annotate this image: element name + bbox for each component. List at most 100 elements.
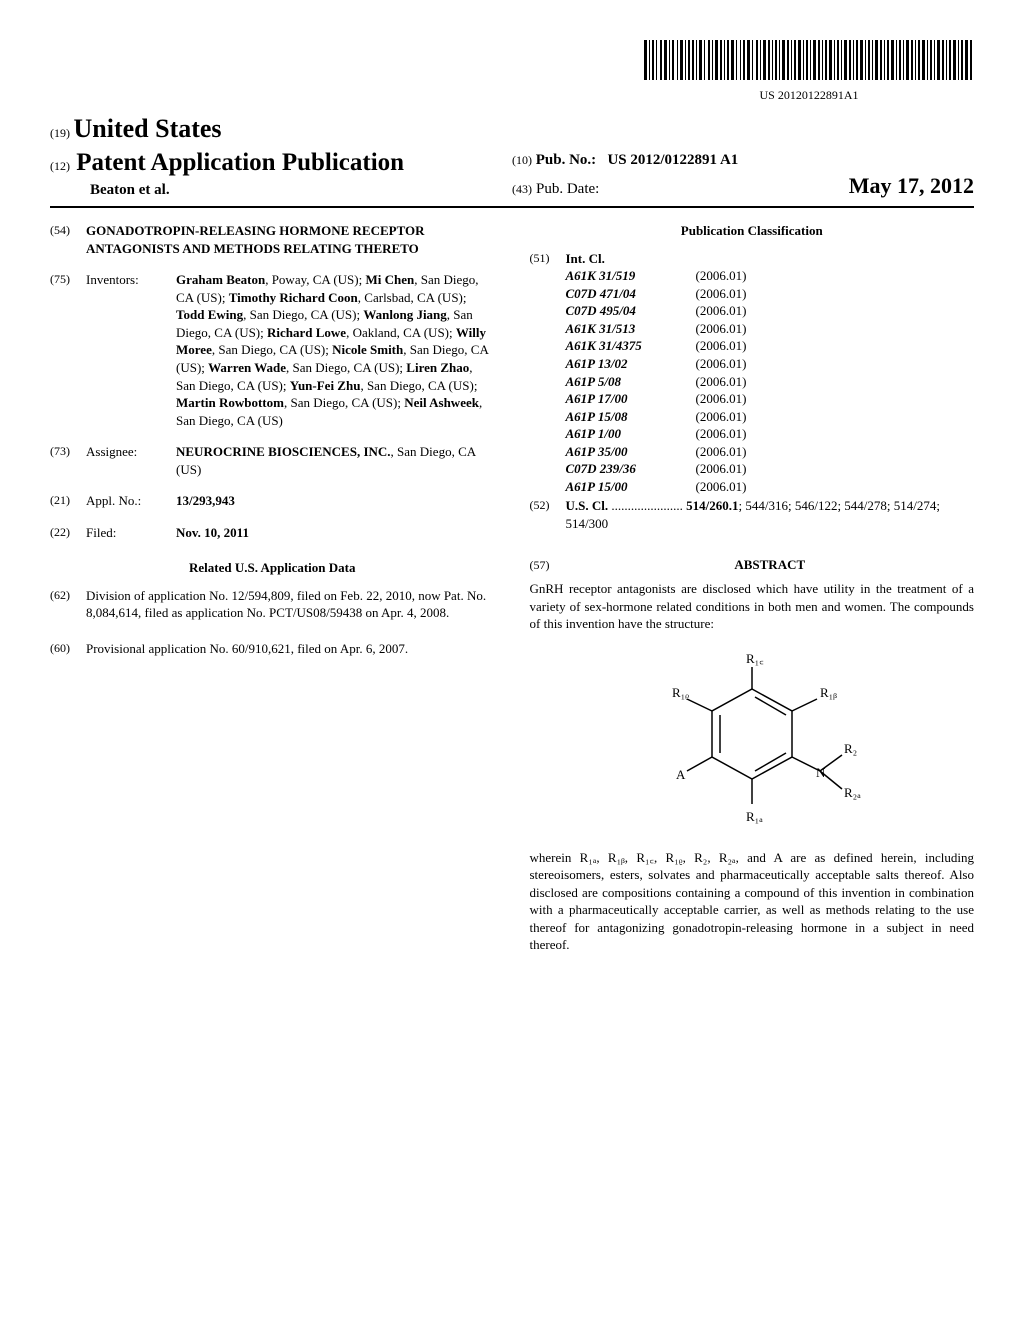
pubdate-value: May 17, 2012	[849, 171, 974, 201]
inventor-loc: , San Diego, CA (US);	[243, 307, 363, 322]
pub-class-heading: Publication Classification	[530, 222, 975, 240]
intcl-table: A61K 31/519(2006.01)C07D 471/04(2006.01)…	[530, 267, 975, 495]
inventor-name: Nicole Smith	[332, 342, 403, 357]
intcl-code: C07D 239/36	[566, 460, 696, 478]
content: (54) GONADOTROPIN-RELEASING HORMONE RECE…	[50, 222, 974, 970]
pubdate-num: (43)	[512, 181, 532, 197]
abstract-heading: ABSTRACT	[566, 556, 975, 574]
intcl-year: (2006.01)	[696, 460, 747, 478]
assignee-body: NEUROCRINE BIOSCIENCES, INC., San Diego,…	[176, 443, 495, 478]
abstract-num: (57)	[530, 557, 566, 573]
label-n: N	[816, 765, 826, 780]
inventor-loc: , San Diego, CA (US);	[360, 378, 477, 393]
inventor-loc: , San Diego, CA (US);	[284, 395, 404, 410]
intcl-year: (2006.01)	[696, 267, 747, 285]
intcl-row: A61P 5/08(2006.01)	[566, 373, 975, 391]
inventor-loc: , Oakland, CA (US);	[346, 325, 456, 340]
intcl-row: A61K 31/519(2006.01)	[566, 267, 975, 285]
inventor-loc: , San Diego, CA (US);	[212, 342, 332, 357]
intcl-year: (2006.01)	[696, 443, 747, 461]
left-column: (54) GONADOTROPIN-RELEASING HORMONE RECE…	[50, 222, 495, 970]
inventor-name: Yun-Fei Zhu	[290, 378, 361, 393]
pub-no-line: (10) Pub. No.: US 2012/0122891 A1	[512, 150, 974, 170]
inventor-loc: , Poway, CA (US);	[265, 272, 365, 287]
intcl-code: A61P 15/00	[566, 478, 696, 496]
inventor-name: Warren Wade	[208, 360, 286, 375]
label-r1c: R₁꜀	[746, 651, 764, 666]
division-row: (62) Division of application No. 12/594,…	[50, 587, 495, 622]
abstract-text1: GnRH receptor antagonists are disclosed …	[530, 580, 975, 633]
inventor-name: Timothy Richard Coon	[229, 290, 358, 305]
applno-label: Appl. No.:	[86, 492, 176, 510]
pubdate-label: Pub. Date:	[536, 179, 599, 199]
intcl-num: (51)	[530, 250, 566, 268]
intcl-year: (2006.01)	[696, 355, 747, 373]
pubno-value: US 2012/0122891 A1	[607, 152, 738, 168]
intcl-row: A61K 31/513(2006.01)	[566, 320, 975, 338]
intcl-code: C07D 471/04	[566, 285, 696, 303]
header-left: (19) United States (12) Patent Applicati…	[50, 111, 512, 200]
intcl-label: Int. Cl.	[566, 250, 605, 268]
country-num: (19)	[50, 126, 70, 140]
provisional-text: Provisional application No. 60/910,621, …	[86, 640, 495, 658]
inventor-name: Wanlong Jiang	[363, 307, 446, 322]
inventor-name: Graham Beaton	[176, 272, 265, 287]
uscl-dots: ......................	[608, 498, 686, 513]
inventor-name: Todd Ewing	[176, 307, 243, 322]
intcl-code: A61P 15/08	[566, 408, 696, 426]
intcl-row: A61K 31/4375(2006.01)	[566, 337, 975, 355]
header-right: (10) Pub. No.: US 2012/0122891 A1 (43) P…	[512, 150, 974, 200]
filed-value: Nov. 10, 2011	[176, 524, 495, 542]
label-r2: R₂	[844, 741, 857, 756]
pub-type-line: (12) Patent Application Publication	[50, 146, 512, 180]
right-column: Publication Classification (51) Int. Cl.…	[530, 222, 975, 970]
provisional-num: (60)	[50, 640, 86, 658]
barcode-section: US 20120122891A1	[50, 40, 974, 103]
intcl-code: A61K 31/519	[566, 267, 696, 285]
assignee-num: (73)	[50, 443, 86, 478]
intcl-row: C07D 495/04(2006.01)	[566, 302, 975, 320]
intcl-row: A61P 1/00(2006.01)	[566, 425, 975, 443]
divider	[50, 206, 974, 208]
label-r1a: R₁ₐ	[746, 809, 763, 824]
intcl-year: (2006.01)	[696, 373, 747, 391]
label-r1d: R₁ᵨ	[672, 685, 689, 700]
intcl-year: (2006.01)	[696, 425, 747, 443]
intcl-row: A61P 15/00(2006.01)	[566, 478, 975, 496]
intcl-row: A61P 15/08(2006.01)	[566, 408, 975, 426]
intcl-code: A61P 35/00	[566, 443, 696, 461]
uscl-num: (52)	[530, 497, 566, 532]
abstract-text2: wherein R₁ₐ, R₁ᵦ, R₁꜀, R₁ᵨ, R₂, R₂ₐ, and…	[530, 849, 975, 954]
label-r2a: R₂ₐ	[844, 785, 861, 800]
intcl-year: (2006.01)	[696, 478, 747, 496]
intcl-code: A61K 31/513	[566, 320, 696, 338]
intcl-year: (2006.01)	[696, 320, 747, 338]
inventors-label: Inventors:	[86, 271, 176, 429]
intcl-year: (2006.01)	[696, 390, 747, 408]
uscl-label: U.S. Cl.	[566, 498, 609, 513]
filed-row: (22) Filed: Nov. 10, 2011	[50, 524, 495, 542]
label-r1b: R₁ᵦ	[820, 685, 837, 700]
title-row: (54) GONADOTROPIN-RELEASING HORMONE RECE…	[50, 222, 495, 257]
intcl-row: A61P 13/02(2006.01)	[566, 355, 975, 373]
division-num: (62)	[50, 587, 86, 622]
intcl-code: A61P 13/02	[566, 355, 696, 373]
intcl-row: C07D 471/04(2006.01)	[566, 285, 975, 303]
provisional-row: (60) Provisional application No. 60/910,…	[50, 640, 495, 658]
inventors-row: (75) Inventors: Graham Beaton, Poway, CA…	[50, 271, 495, 429]
applno-num: (21)	[50, 492, 86, 510]
barcode-svg	[644, 40, 974, 80]
assignee-row: (73) Assignee: NEUROCRINE BIOSCIENCES, I…	[50, 443, 495, 478]
pub-type: Patent Application Publication	[76, 149, 404, 176]
filed-num: (22)	[50, 524, 86, 542]
int-cl-section: (51) Int. Cl. A61K 31/519(2006.01)C07D 4…	[530, 250, 975, 496]
intcl-year: (2006.01)	[696, 408, 747, 426]
intcl-code: A61K 31/4375	[566, 337, 696, 355]
intcl-year: (2006.01)	[696, 302, 747, 320]
intcl-code: A61P 17/00	[566, 390, 696, 408]
inventor-name: Neil Ashweek	[404, 395, 479, 410]
intcl-row: C07D 239/36(2006.01)	[566, 460, 975, 478]
uscl-row: (52) U.S. Cl. ...................... 514…	[530, 497, 975, 532]
inventor-name: Richard Lowe	[267, 325, 346, 340]
inventors-num: (75)	[50, 271, 86, 429]
